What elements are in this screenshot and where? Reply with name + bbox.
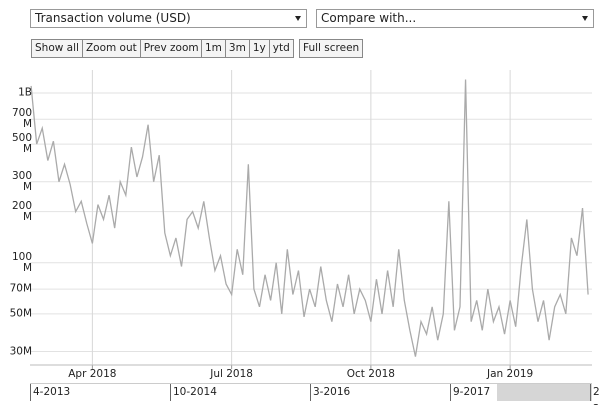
- navigator-label: 10-2014: [170, 384, 217, 401]
- y-tick-label: 100 M: [11, 250, 32, 274]
- y-tick-label: 30M: [9, 345, 32, 358]
- navigator-label: 9-2017: [450, 384, 490, 401]
- dropdown-arrow: [582, 16, 588, 21]
- y-tick-label: 50M: [9, 307, 32, 320]
- dropdown-arrow: [295, 16, 301, 21]
- navigator: 4-2013 10-2014 3-2016 9-2017 2-2019: [30, 383, 600, 405]
- zoom-buttons: Show all Zoom out Prev zoom: [31, 39, 203, 58]
- zoom-button[interactable]: Show all: [32, 40, 83, 57]
- range-buttons: 1m 3m 1y ytd: [201, 39, 294, 58]
- compare-select[interactable]: Compare with...: [316, 9, 594, 28]
- x-tick-label: Jan 2019: [486, 368, 533, 380]
- x-tick-label: Jul 2018: [209, 368, 253, 380]
- data-line: [30, 79, 589, 357]
- x-tick-label: Apr 2018: [68, 368, 116, 380]
- y-tick-label: 500 M: [11, 132, 32, 156]
- zoom-button[interactable]: Prev zoom: [140, 40, 202, 57]
- y-tick-label: 300 M: [11, 169, 32, 193]
- range-button[interactable]: ytd: [269, 40, 293, 57]
- y-tick-label: 70M: [9, 282, 32, 295]
- navigator-label: 4-2013: [30, 384, 70, 401]
- fullscreen-group: Full screen: [299, 39, 364, 58]
- navigator-label: 3-2016: [310, 384, 350, 401]
- fullscreen-button[interactable]: Full screen: [300, 40, 363, 57]
- range-button[interactable]: 1y: [249, 40, 270, 57]
- navigator-selection[interactable]: [497, 384, 592, 401]
- x-tick-label: Oct 2018: [347, 368, 395, 380]
- y-tick-label: 1B: [18, 86, 32, 99]
- y-tick-label: 200 M: [11, 199, 32, 223]
- metric-select[interactable]: Transaction volume (USD): [30, 9, 307, 28]
- y-tick-label: 700 M: [11, 107, 32, 131]
- zoom-button[interactable]: Zoom out: [82, 40, 141, 57]
- navigator-label: 2-2019: [590, 384, 600, 405]
- compare-select-text: Compare with...: [321, 11, 417, 25]
- range-button[interactable]: 1m: [202, 40, 226, 57]
- range-button[interactable]: 3m: [225, 40, 250, 57]
- metric-select-text: Transaction volume (USD): [35, 11, 191, 25]
